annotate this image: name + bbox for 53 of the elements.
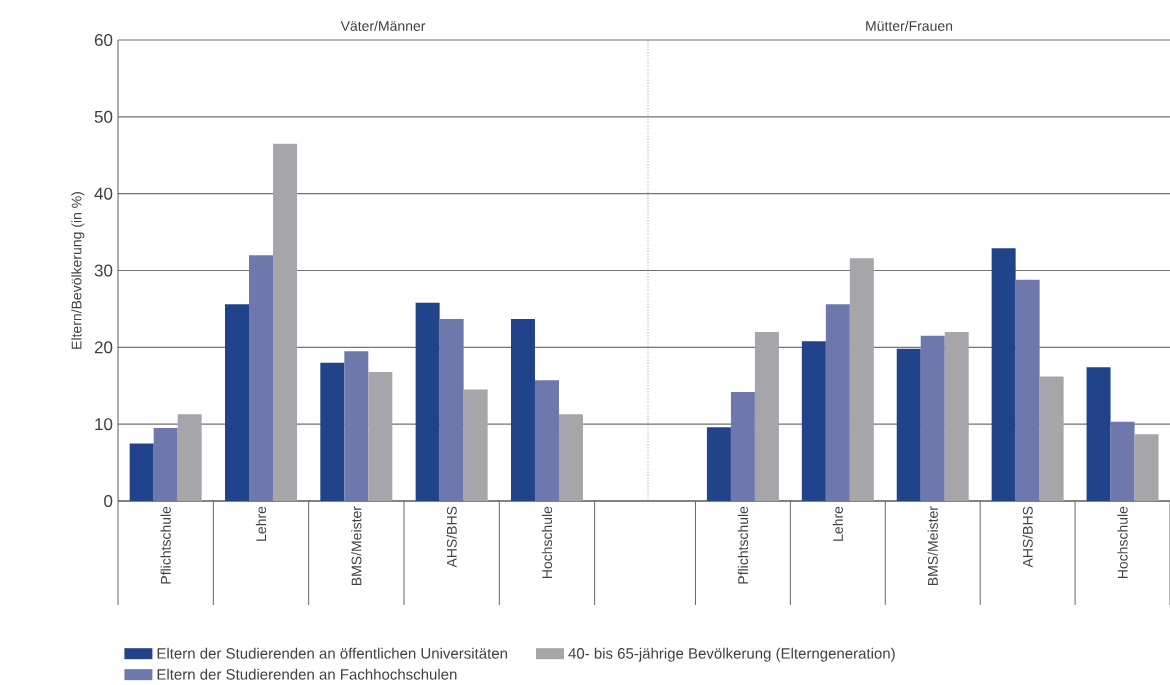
bar — [1015, 279, 1040, 501]
bar — [368, 371, 393, 501]
bar — [463, 389, 488, 501]
bar — [754, 331, 779, 501]
bar — [129, 443, 154, 501]
x-tick-label: Pflichtschule — [160, 506, 171, 584]
bar — [1110, 421, 1135, 501]
x-tick-label: AHS/BHS — [1022, 506, 1033, 568]
legend-label: 40- bis 65-jährige Bevölkerung (Elterngeneration) — [568, 647, 895, 662]
bar — [534, 380, 559, 501]
x-tick-label: Pflichtschule — [737, 506, 749, 584]
bar — [153, 428, 178, 501]
x-tick-label: Hochschule — [1117, 506, 1128, 579]
bar — [801, 341, 826, 501]
bar — [1134, 434, 1159, 501]
chart-title: Väter/Männer — [340, 20, 426, 31]
x-tick-label: Lehre — [255, 506, 267, 541]
x-tick-label: Lehre — [832, 506, 843, 541]
bar — [415, 302, 440, 501]
y-tick-label: 40 — [94, 187, 113, 200]
y-axis-title: Eltern/Bevölkerung (in %) — [71, 192, 85, 349]
bar — [706, 427, 731, 501]
bar — [920, 335, 945, 501]
bar — [224, 304, 249, 501]
y-tick-label: 30 — [94, 264, 113, 277]
bar — [272, 143, 297, 501]
legend-label: Eltern der Studierenden an Fachhochschulen — [157, 668, 457, 680]
chart-title: Mütter/Frauen — [866, 20, 953, 31]
x-tick-label: Hochschule — [541, 506, 553, 579]
bar — [439, 318, 464, 501]
bar — [320, 362, 345, 501]
y-tick-label: 60 — [94, 34, 113, 47]
bar — [177, 414, 202, 501]
y-tick-label: 50 — [94, 110, 113, 123]
bar — [896, 348, 921, 501]
bar — [510, 318, 535, 501]
x-tick-label: BMS/Meister — [927, 506, 938, 586]
y-tick-label: 20 — [94, 341, 113, 354]
bar — [944, 331, 969, 501]
bar — [849, 258, 874, 501]
y-tick-label: 10 — [95, 418, 113, 431]
bar — [730, 391, 755, 501]
bar — [249, 255, 273, 501]
bar — [344, 351, 369, 501]
bar — [1039, 376, 1064, 501]
bar — [991, 248, 1016, 501]
bar — [1086, 367, 1111, 501]
x-tick-label: BMS/Meister — [351, 506, 362, 586]
bar — [558, 414, 583, 501]
bar — [825, 304, 850, 501]
y-tick-label: 0 — [104, 495, 113, 508]
x-tick-label: AHS/BHS — [446, 506, 457, 568]
legend-label: Eltern der Studierenden an öffentlichen Universitäten — [157, 647, 507, 659]
